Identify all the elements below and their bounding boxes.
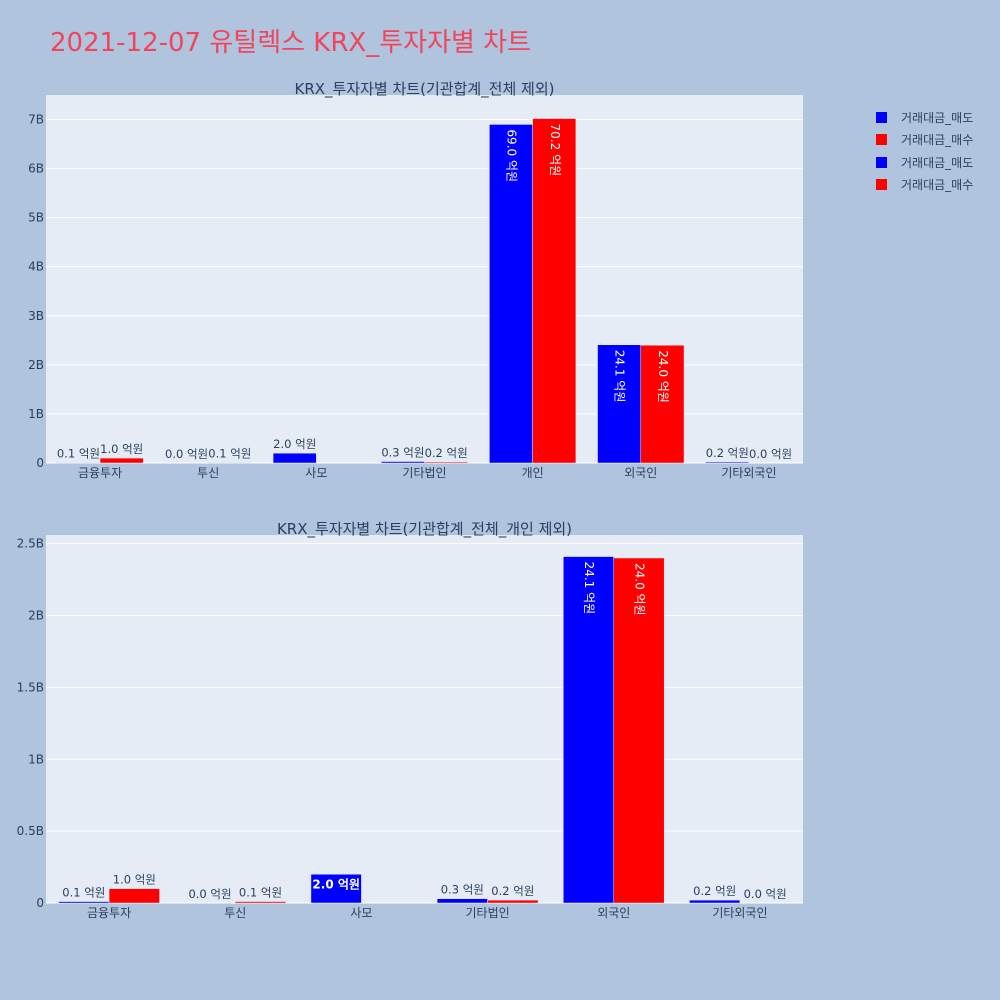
x-tick-label: 기타법인 — [465, 906, 509, 920]
bar — [532, 118, 577, 464]
bar — [705, 461, 750, 464]
data-label: 24.0 억원 — [632, 563, 646, 616]
data-label: 0.2 억원 — [425, 446, 468, 460]
data-label: 0.1 억원 — [62, 886, 105, 900]
chart-2: 0 0.5B 1B 1.5B 2B 2.5B KRX_투자자별 차트(기관합계_전체_개인 … — [17, 520, 803, 920]
legend-label: 거래대금_매수 — [901, 133, 974, 148]
y-tick-label: 3B — [28, 309, 44, 323]
data-label: 70.2 억원 — [548, 124, 562, 177]
x-tick-label: 투신 — [197, 466, 219, 480]
x-tick-label: 사모 — [305, 466, 327, 480]
x-tick-label: 기타외국인 — [721, 466, 776, 480]
bar — [613, 557, 665, 904]
bar — [380, 461, 425, 464]
data-label: 0.0 억원 — [744, 887, 787, 901]
x-tick-label: 외국인 — [597, 906, 630, 920]
y-tick-label: 1B — [28, 752, 44, 766]
bar — [424, 461, 469, 464]
plot-background — [46, 535, 803, 903]
bar — [99, 457, 144, 464]
chart-title: KRX_투자자별 차트(기관합계_전체_개인 제외) — [277, 520, 572, 539]
data-label: 1.0 억원 — [100, 442, 143, 456]
legend-item[interactable]: 거래대금_매도 — [876, 106, 973, 129]
chart-1: 0 1B 2B 3B 4B 5B 6B 7B KRX_투자자별 차트(기관합계_전체 제외) 금융… — [28, 80, 803, 480]
y-tick-label: 0 — [36, 456, 44, 470]
x-tick-label: 개인 — [522, 466, 544, 480]
data-label: 0.2 억원 — [706, 446, 749, 460]
legend-swatch — [876, 179, 887, 191]
data-label: 24.1 억원 — [613, 350, 627, 403]
x-tick-label: 투신 — [224, 906, 246, 920]
bar — [487, 899, 539, 904]
data-label: 0.2 억원 — [491, 884, 534, 898]
legend-item[interactable]: 거래대금_매수 — [876, 174, 973, 197]
data-label: 0.3 억원 — [441, 883, 484, 897]
y-tick-label: 2B — [28, 358, 44, 372]
bar — [310, 874, 362, 904]
data-label: 0.0 억원 — [749, 447, 792, 461]
legend-swatch — [876, 156, 887, 168]
bar — [689, 899, 741, 904]
legend-label: 거래대금_매수 — [901, 178, 974, 193]
legend-item[interactable]: 거래대금_매수 — [876, 129, 973, 152]
x-tick-label: 외국인 — [624, 466, 657, 480]
legend-swatch — [876, 111, 887, 123]
bar — [489, 124, 533, 464]
y-tick-label: 7B — [28, 113, 44, 127]
data-label: 0.2 억원 — [693, 884, 736, 898]
legend-label: 거래대금_매도 — [901, 155, 974, 170]
y-tick-label: 0 — [36, 896, 44, 910]
y-tick-label: 5B — [28, 211, 44, 225]
x-tick-label: 금융투자 — [87, 906, 131, 920]
y-tick-label: 2B — [28, 609, 44, 623]
y-tick-label: 2.5B — [17, 537, 44, 551]
y-tick-label: 4B — [28, 260, 44, 274]
data-label: 0.0 억원 — [188, 887, 231, 901]
legend-swatch — [876, 134, 887, 146]
data-label: 2.0 억원 — [273, 437, 316, 451]
data-label: 1.0 억원 — [113, 873, 156, 887]
legend[interactable]: 거래대금_매도 거래대금_매수 거래대금_매도 거래대금_매수 — [876, 106, 973, 196]
bar — [108, 888, 160, 904]
legend-item[interactable]: 거래대금_매도 — [876, 151, 973, 174]
page-title: 2021-12-07 유틸렉스 KRX_투자자별 차트 — [50, 28, 532, 58]
data-label: 0.1 억원 — [208, 447, 251, 461]
data-label: 2.0 억원 — [312, 877, 360, 891]
y-tick-label: 6B — [28, 162, 44, 176]
data-label: 69.0 억원 — [505, 129, 519, 182]
data-label: 24.0 억원 — [656, 350, 670, 403]
plot-background — [46, 95, 803, 463]
legend-label: 거래대금_매도 — [901, 110, 974, 125]
data-label: 24.1 억원 — [582, 562, 596, 615]
data-label: 0.3 억원 — [381, 446, 424, 460]
data-label: 0.0 억원 — [165, 447, 208, 461]
x-tick-label: 사모 — [350, 906, 372, 920]
chart-title: KRX_투자자별 차트(기관합계_전체 제외) — [295, 80, 555, 99]
y-tick-label: 1B — [28, 407, 44, 421]
y-tick-label: 0.5B — [17, 824, 44, 838]
bar — [597, 344, 642, 464]
x-tick-label: 금융투자 — [78, 466, 122, 480]
x-tick-label: 기타법인 — [402, 466, 446, 480]
data-label: 0.1 억원 — [239, 886, 282, 900]
bar — [272, 452, 317, 464]
y-tick-label: 1.5B — [17, 680, 44, 694]
data-label: 0.1 억원 — [57, 447, 100, 461]
bar — [436, 898, 488, 904]
bar — [58, 901, 110, 904]
x-tick-label: 기타외국인 — [712, 906, 767, 920]
bar — [563, 556, 614, 904]
bar — [640, 344, 685, 464]
bar — [235, 901, 286, 904]
